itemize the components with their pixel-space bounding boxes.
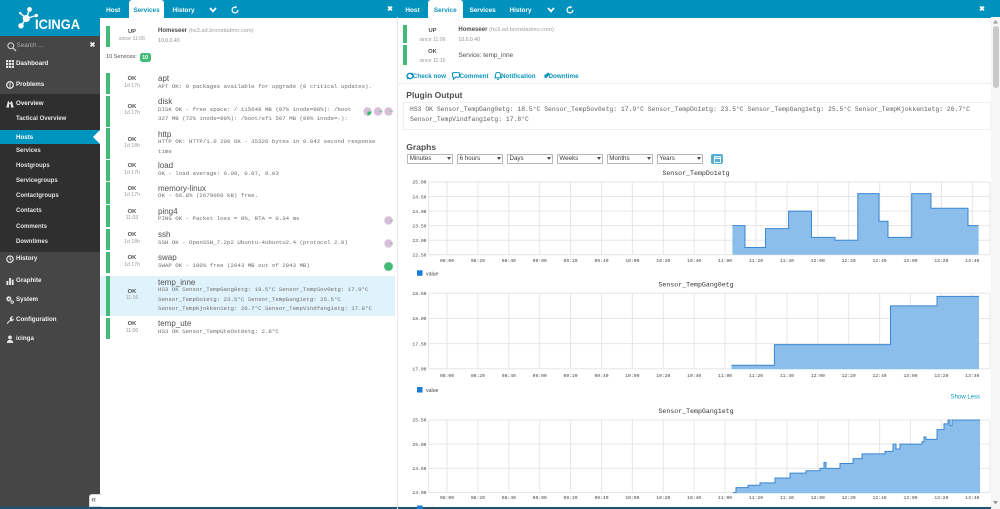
svg-text:18.00: 18.00: [412, 316, 426, 322]
svg-text:09:00: 09:00: [533, 495, 547, 501]
svg-text:24.50: 24.50: [412, 194, 426, 200]
svg-text:12:40: 12:40: [873, 373, 887, 379]
svg-text:ICINGA: ICINGA: [35, 16, 80, 32]
svg-text:value: value: [426, 388, 439, 394]
svg-text:17.50: 17.50: [412, 341, 426, 347]
svg-text:10:20: 10:20: [656, 258, 670, 264]
svg-text:Sensor_TempDo1etg: Sensor_TempDo1etg: [662, 170, 729, 177]
svg-text:09:00: 09:00: [533, 373, 547, 379]
svg-text:value: value: [426, 507, 439, 509]
svg-text:08:20: 08:20: [471, 495, 485, 501]
svg-text:13:40: 13:40: [965, 258, 979, 264]
svg-text:13:00: 13:00: [903, 373, 917, 379]
svg-text:24.00: 24.00: [412, 209, 426, 215]
svg-text:Sensor_TempGang0etg: Sensor_TempGang0etg: [658, 281, 733, 288]
svg-text:08:20: 08:20: [471, 258, 485, 264]
svg-text:09:20: 09:20: [564, 495, 578, 501]
svg-text:11:00: 11:00: [718, 373, 732, 379]
svg-text:12:40: 12:40: [873, 495, 887, 501]
svg-text:10:00: 10:00: [625, 495, 639, 501]
svg-text:11:40: 11:40: [780, 373, 794, 379]
svg-text:11:40: 11:40: [780, 258, 794, 264]
svg-text:11:40: 11:40: [780, 495, 794, 501]
svg-text:25.00: 25.00: [412, 180, 426, 186]
svg-text:10:00: 10:00: [625, 258, 639, 264]
svg-text:12:40: 12:40: [873, 258, 887, 264]
svg-text:10:40: 10:40: [687, 495, 701, 501]
svg-text:11:00: 11:00: [718, 258, 732, 264]
svg-text:25.50: 25.50: [412, 418, 426, 424]
svg-text:23.50: 23.50: [412, 223, 426, 229]
svg-text:24.50: 24.50: [412, 466, 426, 472]
svg-text:11:20: 11:20: [749, 495, 763, 501]
svg-text:08:00: 08:00: [440, 258, 454, 264]
svg-text:17.00: 17.00: [412, 366, 426, 372]
svg-text:12:20: 12:20: [842, 495, 856, 501]
svg-text:23.00: 23.00: [412, 238, 426, 244]
svg-text:18.50: 18.50: [412, 291, 426, 297]
svg-text:08:40: 08:40: [502, 495, 516, 501]
svg-text:13:20: 13:20: [934, 495, 948, 501]
svg-text:22.50: 22.50: [412, 253, 426, 259]
svg-text:11:20: 11:20: [749, 373, 763, 379]
svg-text:09:40: 09:40: [594, 373, 608, 379]
svg-text:13:20: 13:20: [934, 258, 948, 264]
svg-text:10:00: 10:00: [625, 373, 639, 379]
svg-text:10:40: 10:40: [687, 258, 701, 264]
svg-text:12:20: 12:20: [842, 258, 856, 264]
svg-text:10:20: 10:20: [656, 373, 670, 379]
svg-text:Sensor_TempGang1etg: Sensor_TempGang1etg: [658, 408, 733, 415]
svg-text:10:20: 10:20: [656, 495, 670, 501]
svg-text:12:20: 12:20: [842, 373, 856, 379]
svg-text:13:00: 13:00: [903, 495, 917, 501]
svg-text:12:00: 12:00: [811, 258, 825, 264]
svg-text:Show Less: Show Less: [951, 395, 980, 401]
svg-text:24.00: 24.00: [412, 490, 426, 496]
svg-text:13:40: 13:40: [965, 495, 979, 501]
svg-text:25.00: 25.00: [412, 442, 426, 448]
svg-text:08:40: 08:40: [502, 258, 516, 264]
svg-text:08:20: 08:20: [471, 373, 485, 379]
svg-text:09:00: 09:00: [533, 258, 547, 264]
svg-text:11:20: 11:20: [749, 258, 763, 264]
svg-text:09:40: 09:40: [594, 495, 608, 501]
svg-text:09:40: 09:40: [594, 258, 608, 264]
svg-text:13:00: 13:00: [903, 258, 917, 264]
svg-text:13:20: 13:20: [934, 373, 948, 379]
svg-text:value: value: [426, 271, 439, 277]
svg-text:08:00: 08:00: [440, 373, 454, 379]
svg-text:08:00: 08:00: [440, 495, 454, 501]
svg-text:09:20: 09:20: [564, 373, 578, 379]
svg-text:12:00: 12:00: [811, 373, 825, 379]
svg-text:10:40: 10:40: [687, 373, 701, 379]
svg-text:13:40: 13:40: [965, 373, 979, 379]
svg-text:11:00: 11:00: [718, 495, 732, 501]
svg-text:08:40: 08:40: [502, 373, 516, 379]
svg-text:09:20: 09:20: [564, 258, 578, 264]
svg-text:12:00: 12:00: [811, 495, 825, 501]
